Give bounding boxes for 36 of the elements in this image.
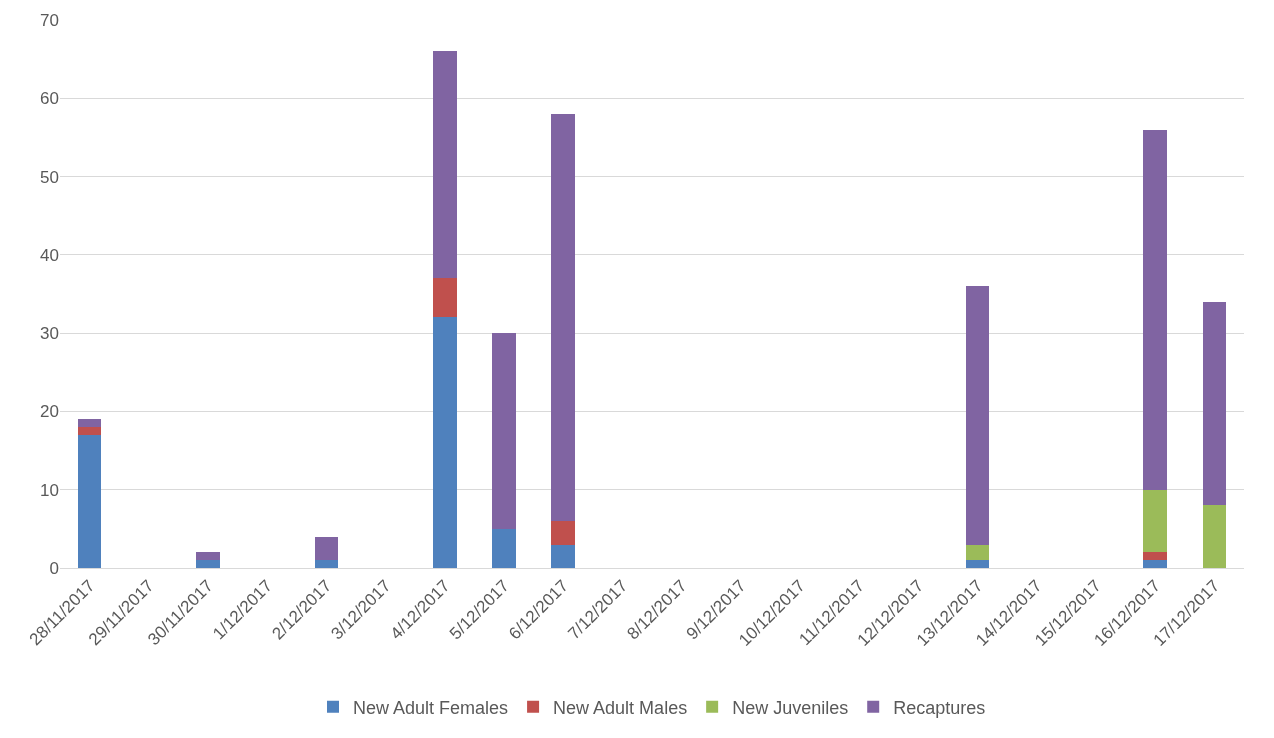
y-tick-label: 40: [40, 245, 59, 265]
y-tick-label: 10: [40, 480, 59, 500]
y-tick-label: 30: [40, 324, 59, 344]
bar: [1143, 552, 1168, 561]
bar: [1143, 489, 1168, 553]
legend-label: New Juveniles: [732, 697, 849, 718]
bar: [551, 544, 576, 568]
bar: [432, 278, 457, 318]
y-tick-label: 60: [40, 89, 59, 109]
bar: [1143, 560, 1168, 568]
bar: [551, 521, 576, 545]
bar: [77, 419, 102, 428]
y-tick-label: 50: [40, 167, 59, 187]
bar: [492, 528, 516, 568]
bar: [551, 113, 576, 522]
legend-label: New Adult Females: [353, 697, 509, 718]
bar: [314, 536, 339, 561]
bar: [314, 560, 339, 568]
bar: [965, 286, 990, 545]
bar: [1202, 505, 1227, 568]
legend-label: New Adult Males: [553, 697, 688, 718]
bar: [492, 333, 516, 529]
bar: [77, 427, 102, 435]
bar: [77, 434, 102, 568]
bar: [196, 552, 220, 561]
bar: [1143, 129, 1168, 490]
legend-label: Recaptures: [893, 697, 986, 718]
bar: [432, 51, 457, 279]
bar: [432, 317, 457, 568]
bar: [965, 544, 990, 561]
bar: [965, 560, 990, 568]
y-tick-label: 0: [49, 558, 59, 578]
y-tick-label: 70: [40, 10, 59, 30]
y-tick-label: 20: [40, 402, 59, 422]
bar: [1202, 301, 1227, 506]
bar: [196, 560, 220, 568]
